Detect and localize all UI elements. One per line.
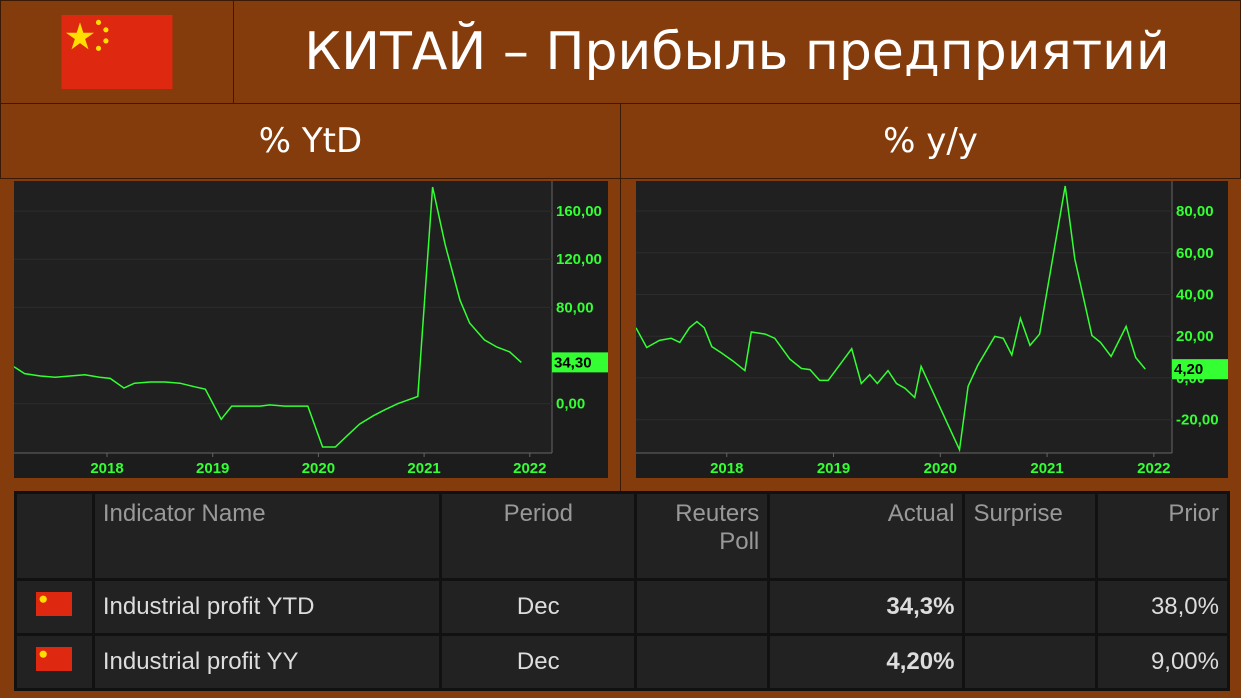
header-cell: Actual bbox=[770, 494, 963, 578]
x-tick-label: 2021 bbox=[407, 460, 440, 477]
cell bbox=[637, 636, 768, 688]
chart: 0,00 80,00 120,00 160,00 2018 2019 2020 2021 202… bbox=[14, 181, 608, 478]
cell: Industrial profit YY bbox=[94, 636, 440, 688]
x-tick-label: 2020 bbox=[924, 460, 957, 477]
header-cell: Period bbox=[442, 494, 635, 578]
cell: 9,00% bbox=[1098, 636, 1227, 688]
x-tick-label: 2018 bbox=[710, 460, 743, 477]
header-cell: Surprise bbox=[965, 494, 1096, 578]
cell bbox=[965, 636, 1096, 688]
x-tick-label: 2020 bbox=[302, 460, 335, 477]
row: Industrial profit YTD Dec 34,3% 38,0% bbox=[17, 581, 1227, 633]
x-tick-label: 2019 bbox=[196, 460, 229, 477]
x-tick-label: 2021 bbox=[1030, 460, 1063, 477]
cell: Industrial profit YTD bbox=[94, 581, 440, 633]
header-text: Reuters Poll bbox=[675, 500, 760, 555]
y-tick-label: 120,00 bbox=[556, 251, 602, 268]
divider bbox=[620, 178, 621, 493]
header-cell: Indicator Name bbox=[94, 494, 440, 578]
header-cell: Prior bbox=[1098, 494, 1227, 578]
y-tick-label: 20,00 bbox=[1176, 328, 1214, 345]
china-flag bbox=[36, 591, 73, 616]
cell bbox=[637, 581, 768, 633]
plot-area bbox=[636, 181, 1172, 453]
flag-cell bbox=[17, 581, 92, 633]
x-tick-label: 2022 bbox=[1137, 460, 1170, 477]
last-value-label: 34,30 bbox=[554, 354, 592, 371]
cell: Dec bbox=[442, 581, 635, 633]
flag-cell bbox=[0, 0, 234, 104]
x-tick-label: 2019 bbox=[817, 460, 850, 477]
data-line bbox=[14, 186, 522, 448]
flag-cell bbox=[17, 636, 92, 688]
plot-area bbox=[14, 181, 552, 453]
y-tick-label: 80,00 bbox=[1176, 203, 1214, 220]
china-flag bbox=[61, 15, 173, 89]
last-value-label: 4,20 bbox=[1174, 361, 1203, 378]
y-tick-label: 80,00 bbox=[556, 299, 594, 316]
x-tick-label: 2018 bbox=[90, 460, 123, 477]
y-tick-label: 160,00 bbox=[556, 203, 602, 220]
last-value-box bbox=[552, 352, 608, 373]
cell: 34,3% bbox=[770, 581, 963, 633]
page-title: КИТАЙ – Прибыль предприятий bbox=[233, 0, 1241, 104]
last-value-box bbox=[1172, 359, 1228, 380]
y-tick-label: 40,00 bbox=[1176, 286, 1214, 303]
chart: -20,000,0020,0040,0060,0080,002018201920… bbox=[636, 181, 1228, 478]
header-cell: Reuters Poll bbox=[637, 494, 768, 578]
header-cell bbox=[17, 494, 92, 578]
chart-title: % YtD bbox=[0, 103, 621, 179]
china-flag bbox=[36, 646, 73, 671]
y-tick-label: 0,00 bbox=[556, 396, 585, 413]
data-line bbox=[636, 185, 1146, 453]
cell: Dec bbox=[442, 636, 635, 688]
y-tick-label: 60,00 bbox=[1176, 245, 1214, 262]
row: Industrial profit YY Dec 4,20% 9,00% bbox=[17, 636, 1227, 688]
x-tick-label: 2022 bbox=[513, 460, 546, 477]
cell: 38,0% bbox=[1098, 581, 1227, 633]
chart-title: % y/y bbox=[620, 103, 1241, 179]
cell: 4,20% bbox=[770, 636, 963, 688]
y-tick-label: -20,00 bbox=[1176, 412, 1219, 429]
header-row: Indicator Name Period Reuters Poll Actua… bbox=[17, 494, 1227, 578]
cell bbox=[965, 581, 1096, 633]
data-table: Indicator Name Period Reuters Poll Actua… bbox=[14, 491, 1230, 691]
